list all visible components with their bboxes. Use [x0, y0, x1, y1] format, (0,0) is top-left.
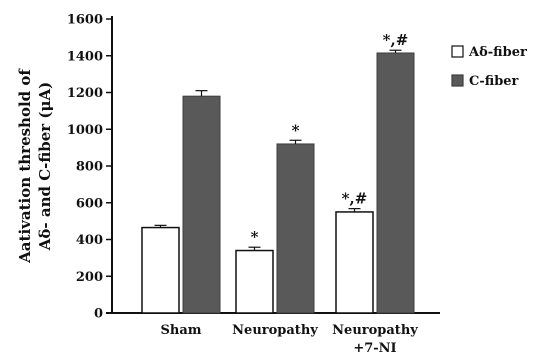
y-axis-label-line-1: Aativation threshold of	[16, 68, 34, 264]
legend-label-cfiber: C-fiber	[469, 74, 519, 89]
y-axis-label-line-2: Aδ- and C-fiber (μA)	[36, 82, 54, 251]
legend-label-adelta: Aδ-fiber	[468, 45, 527, 60]
y-tick-label-1000: 1000	[67, 123, 103, 138]
significance-mark-1-2: *,#	[383, 31, 409, 49]
y-tick-label-1200: 1200	[67, 86, 103, 101]
x-tick-label-0: Sham	[160, 323, 201, 338]
y-tick-label-400: 400	[76, 233, 103, 248]
y-tick-label-800: 800	[76, 160, 103, 175]
significance-mark-0-2: *,#	[342, 190, 368, 208]
legend-swatch-adelta	[451, 45, 464, 58]
bar-cfiber-0	[182, 95, 221, 314]
bar-adelta-1	[235, 249, 274, 314]
bar-adelta-0	[141, 226, 180, 314]
x-tick-label-1: Neuropathy	[232, 323, 318, 338]
y-tick-label-600: 600	[76, 196, 103, 211]
legend-swatch-cfiber	[451, 74, 464, 87]
bar-cfiber-1	[276, 143, 315, 314]
bar-adelta-2	[335, 211, 374, 314]
y-tick-label-1400: 1400	[67, 49, 103, 64]
y-tick-label-1600: 1600	[67, 13, 103, 28]
significance-mark-1-1: *	[292, 121, 300, 139]
y-tick-label-200: 200	[76, 270, 103, 285]
x-tick-label-2-line-1: Neuropathy	[332, 323, 418, 338]
bar-cfiber-2	[376, 52, 415, 314]
significance-mark-0-1: *	[251, 228, 259, 246]
x-tick-label-2-line-2: +7-NI	[353, 341, 396, 356]
y-tick-label-0: 0	[94, 307, 103, 322]
